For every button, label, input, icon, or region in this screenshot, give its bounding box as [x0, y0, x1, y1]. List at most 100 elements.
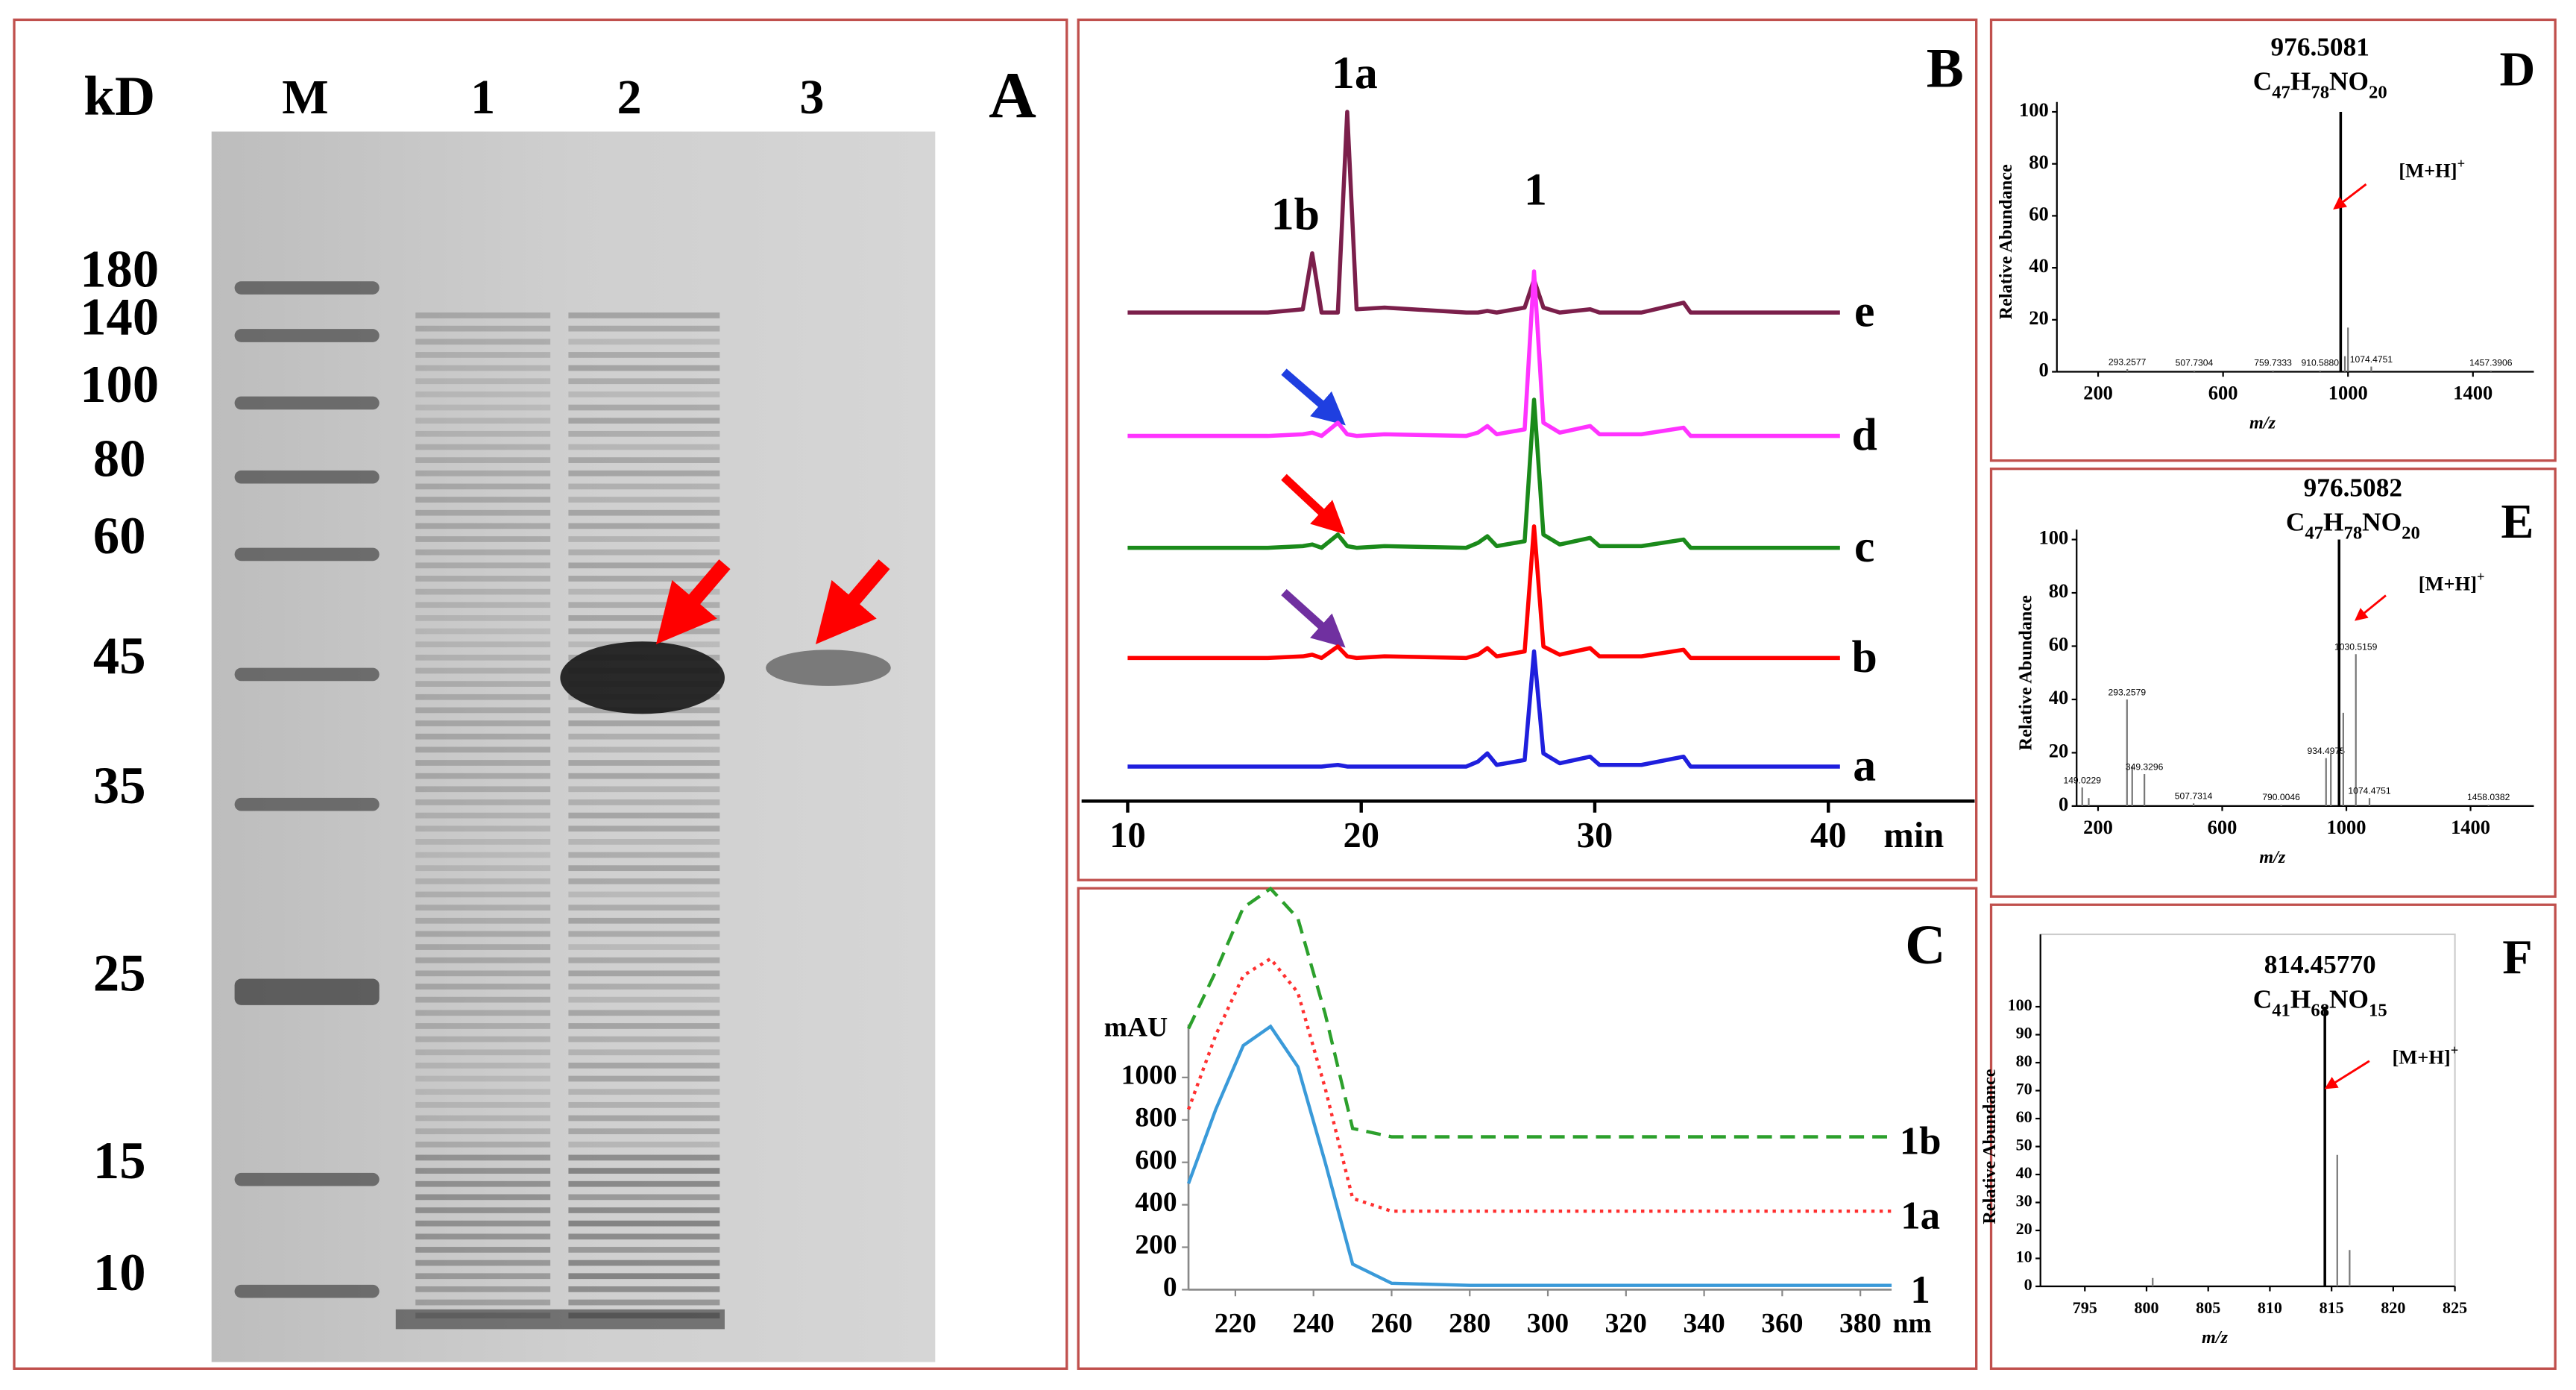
- gel-band: [568, 444, 720, 450]
- panel-border: [13, 18, 1068, 1370]
- peak-mass: 976.5081: [2271, 32, 2369, 61]
- gel-band: [415, 984, 551, 990]
- gel-band: [568, 1168, 720, 1174]
- gel-band: [415, 905, 551, 911]
- gel-band: [568, 1089, 720, 1095]
- gel-band: [568, 523, 720, 529]
- peak-label: 1a: [1332, 48, 1378, 98]
- gel-band: [415, 1128, 551, 1134]
- gel-band: [415, 1049, 551, 1056]
- gel-band: [568, 957, 720, 963]
- gel-band: [568, 418, 720, 424]
- x-tick-label: 600: [2208, 816, 2238, 838]
- peak-label: 1b: [1271, 189, 1320, 240]
- gel-band: [568, 970, 720, 977]
- x-axis-label: nm: [1893, 1309, 1932, 1339]
- x-tick-label: 795: [2073, 1298, 2097, 1317]
- gel-band: [568, 905, 720, 911]
- y-tick-label: 60: [2049, 633, 2068, 655]
- panel-label: E: [2501, 494, 2534, 549]
- marker-label: 25: [93, 945, 146, 1003]
- gel-band: [568, 812, 720, 819]
- gel-band: [415, 562, 551, 569]
- peak-mass: 814.45770: [2264, 950, 2376, 979]
- marker-label: 100: [80, 356, 159, 414]
- marker-label: 10: [93, 1244, 146, 1302]
- peak-mass: 976.5082: [2304, 473, 2402, 502]
- x-tick-label: 240: [1293, 1309, 1335, 1339]
- text-part: N: [2329, 67, 2349, 96]
- x-tick-label: 280: [1449, 1309, 1490, 1339]
- x-axis-label: m/z: [2259, 847, 2286, 867]
- gel-band: [415, 418, 551, 424]
- arrow: [1281, 368, 1346, 426]
- gel-band: [415, 720, 551, 726]
- x-tick-label: 20: [1343, 816, 1379, 855]
- marker-label: 140: [80, 289, 159, 347]
- gel-band: [568, 773, 720, 779]
- gel-band: [568, 1063, 720, 1069]
- gel-band: [415, 1299, 551, 1306]
- y-tick-label: 80: [2029, 151, 2048, 173]
- gel-band: [568, 312, 720, 318]
- y-tick-label: 100: [2019, 98, 2049, 121]
- gel-band: [415, 1247, 551, 1253]
- gel-band: [568, 1036, 720, 1042]
- y-tick-label: 30: [2016, 1192, 2032, 1210]
- x-tick-label: 40: [1810, 816, 1847, 855]
- gel-band: [568, 852, 720, 858]
- text-part: 78: [2343, 523, 2362, 544]
- y-tick-label: 20: [2049, 740, 2068, 762]
- gel-band: [415, 865, 551, 872]
- gel-band: [415, 325, 551, 332]
- marker-label: 35: [93, 757, 146, 815]
- text-part: 15: [2369, 1001, 2387, 1021]
- arrow: [2333, 183, 2367, 210]
- gel-band: [568, 576, 720, 582]
- gel-band: [568, 1220, 720, 1227]
- formula: C41H68NO15: [2253, 984, 2387, 1020]
- text-part: 20: [2369, 83, 2387, 103]
- gel-band: [415, 1023, 551, 1029]
- gel-band: [415, 733, 551, 740]
- gel-band: [568, 1207, 720, 1213]
- gel-band: [415, 549, 551, 556]
- x-tick-label: 800: [2134, 1298, 2158, 1317]
- x-tick-label: 340: [1683, 1309, 1725, 1339]
- peak-label: 293.2579: [2109, 687, 2147, 697]
- gel-band: [415, 523, 551, 529]
- gel-band: [415, 457, 551, 463]
- gel-band: [415, 312, 551, 318]
- gel-band: [415, 825, 551, 832]
- x-tick-label: 10: [1109, 816, 1146, 855]
- gel-band: [415, 404, 551, 411]
- gel-band: [568, 509, 720, 516]
- text-part: 68: [2311, 1001, 2329, 1021]
- panel-border: [1989, 903, 2557, 1370]
- unit-label: kD: [84, 66, 155, 128]
- gel-band: [568, 1023, 720, 1029]
- gel-band: [415, 1180, 551, 1187]
- gel-band: [234, 547, 380, 562]
- y-tick-label: 0: [2024, 1275, 2032, 1294]
- x-tick-label: 815: [2320, 1298, 2344, 1317]
- gel-band: [568, 628, 720, 635]
- panel-label: C: [1905, 914, 1945, 976]
- text-part: N: [2362, 508, 2381, 537]
- gel-band: [568, 1075, 720, 1082]
- marker-label: 15: [93, 1132, 146, 1190]
- trace: [1127, 397, 1840, 550]
- spectrum: [1186, 1024, 1892, 1287]
- gel-band: [568, 1049, 720, 1056]
- gel-band: [568, 944, 720, 950]
- peak-label: 1: [1524, 164, 1547, 215]
- gel-band: [415, 602, 551, 608]
- gel-band: [415, 1115, 551, 1122]
- x-tick-label: 1400: [2453, 381, 2492, 403]
- gel-band: [568, 825, 720, 832]
- peak-label: 507.7314: [2175, 791, 2213, 802]
- gel-bands: [234, 281, 891, 1330]
- formula: C47H78NO20: [2253, 67, 2387, 103]
- x-tick-label: 220: [1215, 1309, 1256, 1339]
